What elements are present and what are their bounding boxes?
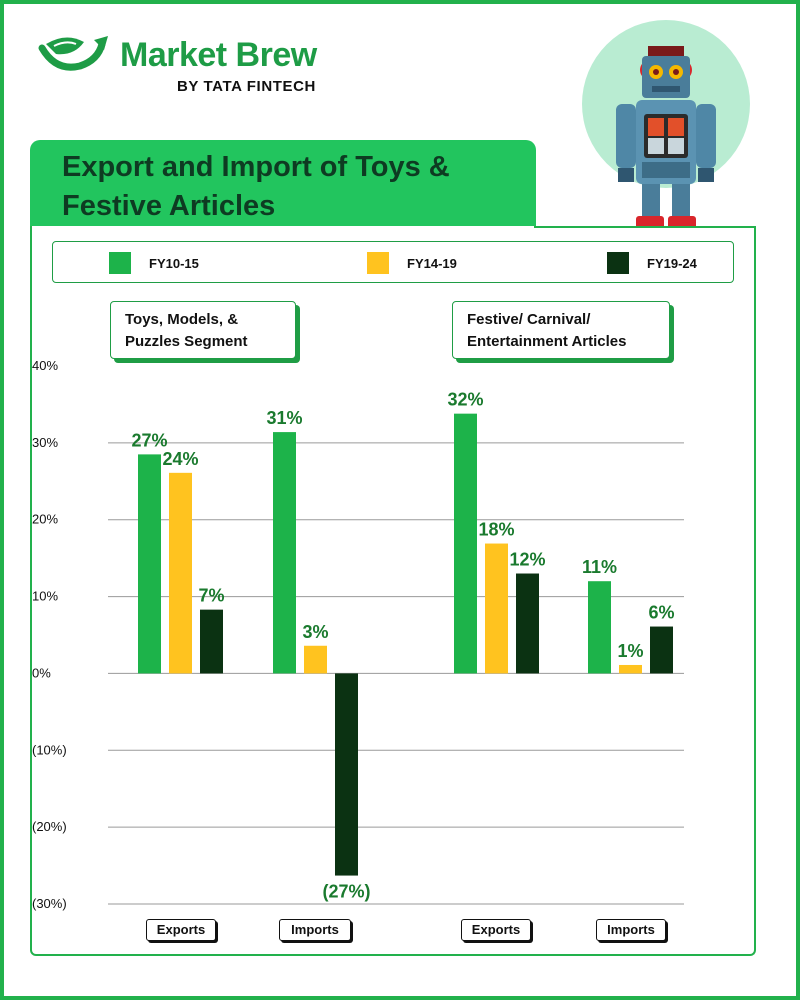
brand-header: Market Brew BY TATA FINTECH xyxy=(36,26,356,106)
data-label: 18% xyxy=(478,520,514,540)
card-top-border xyxy=(534,226,756,228)
data-label: (27%) xyxy=(322,882,370,902)
data-label: 27% xyxy=(131,430,167,450)
category-label: Imports xyxy=(279,919,351,941)
category-label: Imports xyxy=(596,919,666,941)
data-label: 11% xyxy=(582,557,617,577)
legend-label: FY19-24 xyxy=(647,255,697,271)
y-tick-label: 40% xyxy=(32,358,58,373)
legend-swatch xyxy=(109,252,131,274)
bar xyxy=(588,581,611,674)
bar xyxy=(454,413,477,674)
bar xyxy=(138,454,161,674)
title-banner: Export and Import of Toys & Festive Arti… xyxy=(30,140,536,230)
y-tick-label: (20%) xyxy=(32,819,67,834)
bar xyxy=(650,626,673,674)
data-label: 32% xyxy=(447,390,483,410)
y-tick-label: 0% xyxy=(32,665,51,680)
bar xyxy=(200,609,223,674)
y-tick-label: (30%) xyxy=(32,896,67,911)
legend-item: FY19-24 xyxy=(607,252,697,274)
legend-swatch xyxy=(607,252,629,274)
y-tick-label: 30% xyxy=(32,435,58,450)
legend-swatch xyxy=(367,252,389,274)
brand-name: Market Brew xyxy=(120,36,317,74)
bar xyxy=(273,432,296,674)
legend-label: FY10-15 xyxy=(149,255,199,271)
bar xyxy=(169,472,192,674)
category-label: Exports xyxy=(146,919,216,941)
data-label: 7% xyxy=(198,586,224,606)
data-label: 31% xyxy=(266,408,302,428)
bar xyxy=(516,573,539,674)
bar xyxy=(304,645,327,674)
segment-label-festive: Festive/ Carnival/ Entertainment Article… xyxy=(452,301,670,359)
y-tick-label: (10%) xyxy=(32,742,67,757)
category-label: Exports xyxy=(461,919,531,941)
data-label: 24% xyxy=(162,449,198,469)
segment-label-toys: Toys, Models, & Puzzles Segment xyxy=(110,301,296,359)
y-tick-label: 20% xyxy=(32,512,58,527)
data-label: 12% xyxy=(509,550,545,570)
bar xyxy=(619,664,642,674)
legend: FY10-15 FY14-19 FY19-24 xyxy=(52,241,734,283)
data-label: 3% xyxy=(302,622,328,642)
y-tick-label: 10% xyxy=(32,589,58,604)
market-brew-logo-icon xyxy=(38,36,108,71)
data-label: 6% xyxy=(648,603,674,623)
legend-item: FY14-19 xyxy=(367,252,457,274)
legend-label: FY14-19 xyxy=(407,255,457,271)
bar xyxy=(335,673,358,876)
bar xyxy=(485,543,508,674)
legend-item: FY10-15 xyxy=(109,252,199,274)
chart-title: Export and Import of Toys & Festive Arti… xyxy=(62,151,450,222)
toy-robot-illustration-icon xyxy=(582,20,750,234)
data-label: 1% xyxy=(617,641,643,661)
brand-subtitle: BY TATA FINTECH xyxy=(177,78,316,95)
